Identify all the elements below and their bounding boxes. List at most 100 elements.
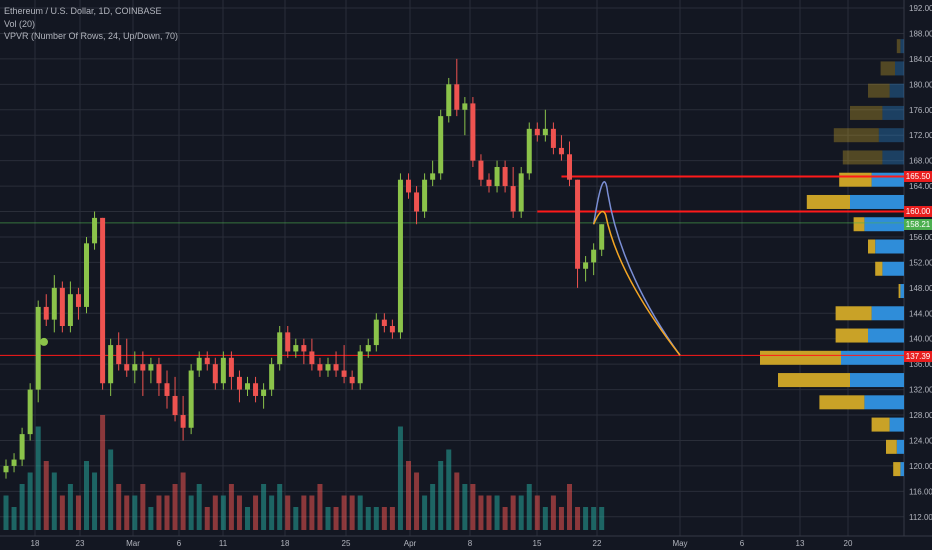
price-tick-label: 180.00: [909, 80, 932, 89]
vpvr-up-bar: [900, 462, 904, 477]
candle-body: [285, 332, 291, 352]
candle-body: [301, 345, 307, 352]
candle-body: [277, 332, 283, 365]
time-tick-label: 13: [796, 539, 805, 548]
candle-body: [325, 364, 331, 371]
vpvr-down-bar: [868, 83, 890, 98]
volume-bar: [583, 507, 589, 530]
candle-body: [430, 173, 436, 180]
volume-bar: [567, 484, 572, 530]
volume-bar: [84, 461, 89, 530]
volume-bar: [317, 484, 323, 530]
vpvr-up-bar: [882, 261, 904, 276]
vpvr-up-bar: [900, 284, 904, 299]
vpvr-up-bar: [882, 105, 904, 120]
candle-body: [11, 459, 17, 466]
volume-bar: [575, 507, 581, 530]
candle-body: [35, 306, 41, 390]
vpvr-up-bar: [850, 373, 904, 388]
volume-bar: [446, 449, 452, 530]
volume-bar: [389, 507, 395, 530]
candle-body: [51, 287, 57, 320]
vpvr-up-bar: [875, 239, 904, 254]
candle-body: [341, 370, 347, 377]
candle-body: [236, 376, 242, 390]
volume-bar: [301, 495, 307, 530]
volume-bar: [494, 495, 500, 530]
volume-bar: [357, 495, 363, 530]
candle-body: [373, 319, 379, 346]
candle-body: [75, 294, 81, 307]
volume-bar: [116, 484, 122, 530]
volume-legend[interactable]: Vol (20): [4, 19, 36, 29]
candle-body: [478, 160, 484, 180]
price-tick-label: 152.00: [909, 258, 932, 267]
candle-body: [253, 383, 259, 396]
volume-bar: [108, 449, 114, 530]
volume-bar: [502, 507, 508, 530]
volume-bar: [486, 495, 492, 530]
volume-bar: [534, 495, 540, 530]
candle-body: [180, 415, 186, 428]
price-tick-label: 112.00: [909, 513, 932, 522]
candle-body: [494, 167, 500, 187]
time-tick-label: 18: [281, 539, 290, 548]
volume-bar: [180, 472, 186, 530]
price-tick-label: 140.00: [909, 335, 932, 344]
volume-bar: [293, 507, 299, 530]
vpvr-down-bar: [896, 39, 901, 54]
price-tick-label: 176.00: [909, 106, 932, 115]
vpvr-down-bar: [871, 417, 890, 432]
volume-bar: [341, 495, 347, 530]
vpvr-legend[interactable]: VPVR (Number Of Rows, 24, Up/Down, 70): [4, 31, 179, 41]
vpvr-down-bar: [875, 261, 883, 276]
volume-bar: [438, 461, 444, 530]
candle-body: [140, 364, 146, 371]
candle-body: [269, 364, 275, 390]
candle-body: [27, 389, 33, 435]
time-tick-label: 11: [219, 539, 228, 548]
candle-body: [3, 465, 9, 473]
volume-bar: [140, 484, 146, 530]
candle-body: [542, 128, 548, 136]
volume-bar: [599, 507, 605, 530]
price-tag-current: 158.21: [904, 219, 932, 230]
time-tick-label: 15: [533, 539, 542, 548]
price-tick-label: 144.00: [909, 309, 932, 318]
volume-bar: [212, 495, 218, 530]
volume-bar: [164, 495, 170, 530]
candle-body: [583, 262, 589, 269]
candle-body: [132, 364, 138, 371]
vpvr-up-bar: [882, 150, 904, 165]
candle-body: [357, 351, 363, 384]
volume-bar: [19, 484, 25, 530]
candle-body: [526, 128, 532, 174]
volume-bar: [526, 484, 532, 530]
vpvr-up-bar: [878, 128, 904, 143]
symbol-legend[interactable]: Ethereum / U.S. Dollar, 1D, COINBASE: [4, 6, 162, 16]
volume-bar: [365, 507, 371, 530]
candles: [3, 58, 605, 479]
candle-body: [422, 179, 428, 212]
vpvr-down-bar: [880, 61, 895, 76]
vpvr-down-bar: [835, 306, 872, 321]
volume-bar: [245, 507, 250, 530]
candle-body: [317, 364, 323, 371]
price-tick-label: 124.00: [909, 436, 932, 445]
volume-bar: [27, 472, 33, 530]
volume-bar: [51, 472, 57, 530]
candle-body: [261, 389, 267, 396]
volume-bar: [381, 507, 387, 530]
volume-bar: [277, 484, 283, 530]
candle-body: [19, 434, 25, 460]
candle-body: [220, 357, 226, 384]
vpvr-down-bar: [819, 395, 865, 410]
time-tick-label: 8: [468, 539, 473, 548]
candle-body: [212, 364, 218, 384]
vpvr-up-bar: [864, 217, 904, 232]
time-tick-label: Apr: [404, 539, 417, 548]
candle-body: [84, 243, 89, 307]
vpvr-up-bar: [871, 172, 904, 187]
